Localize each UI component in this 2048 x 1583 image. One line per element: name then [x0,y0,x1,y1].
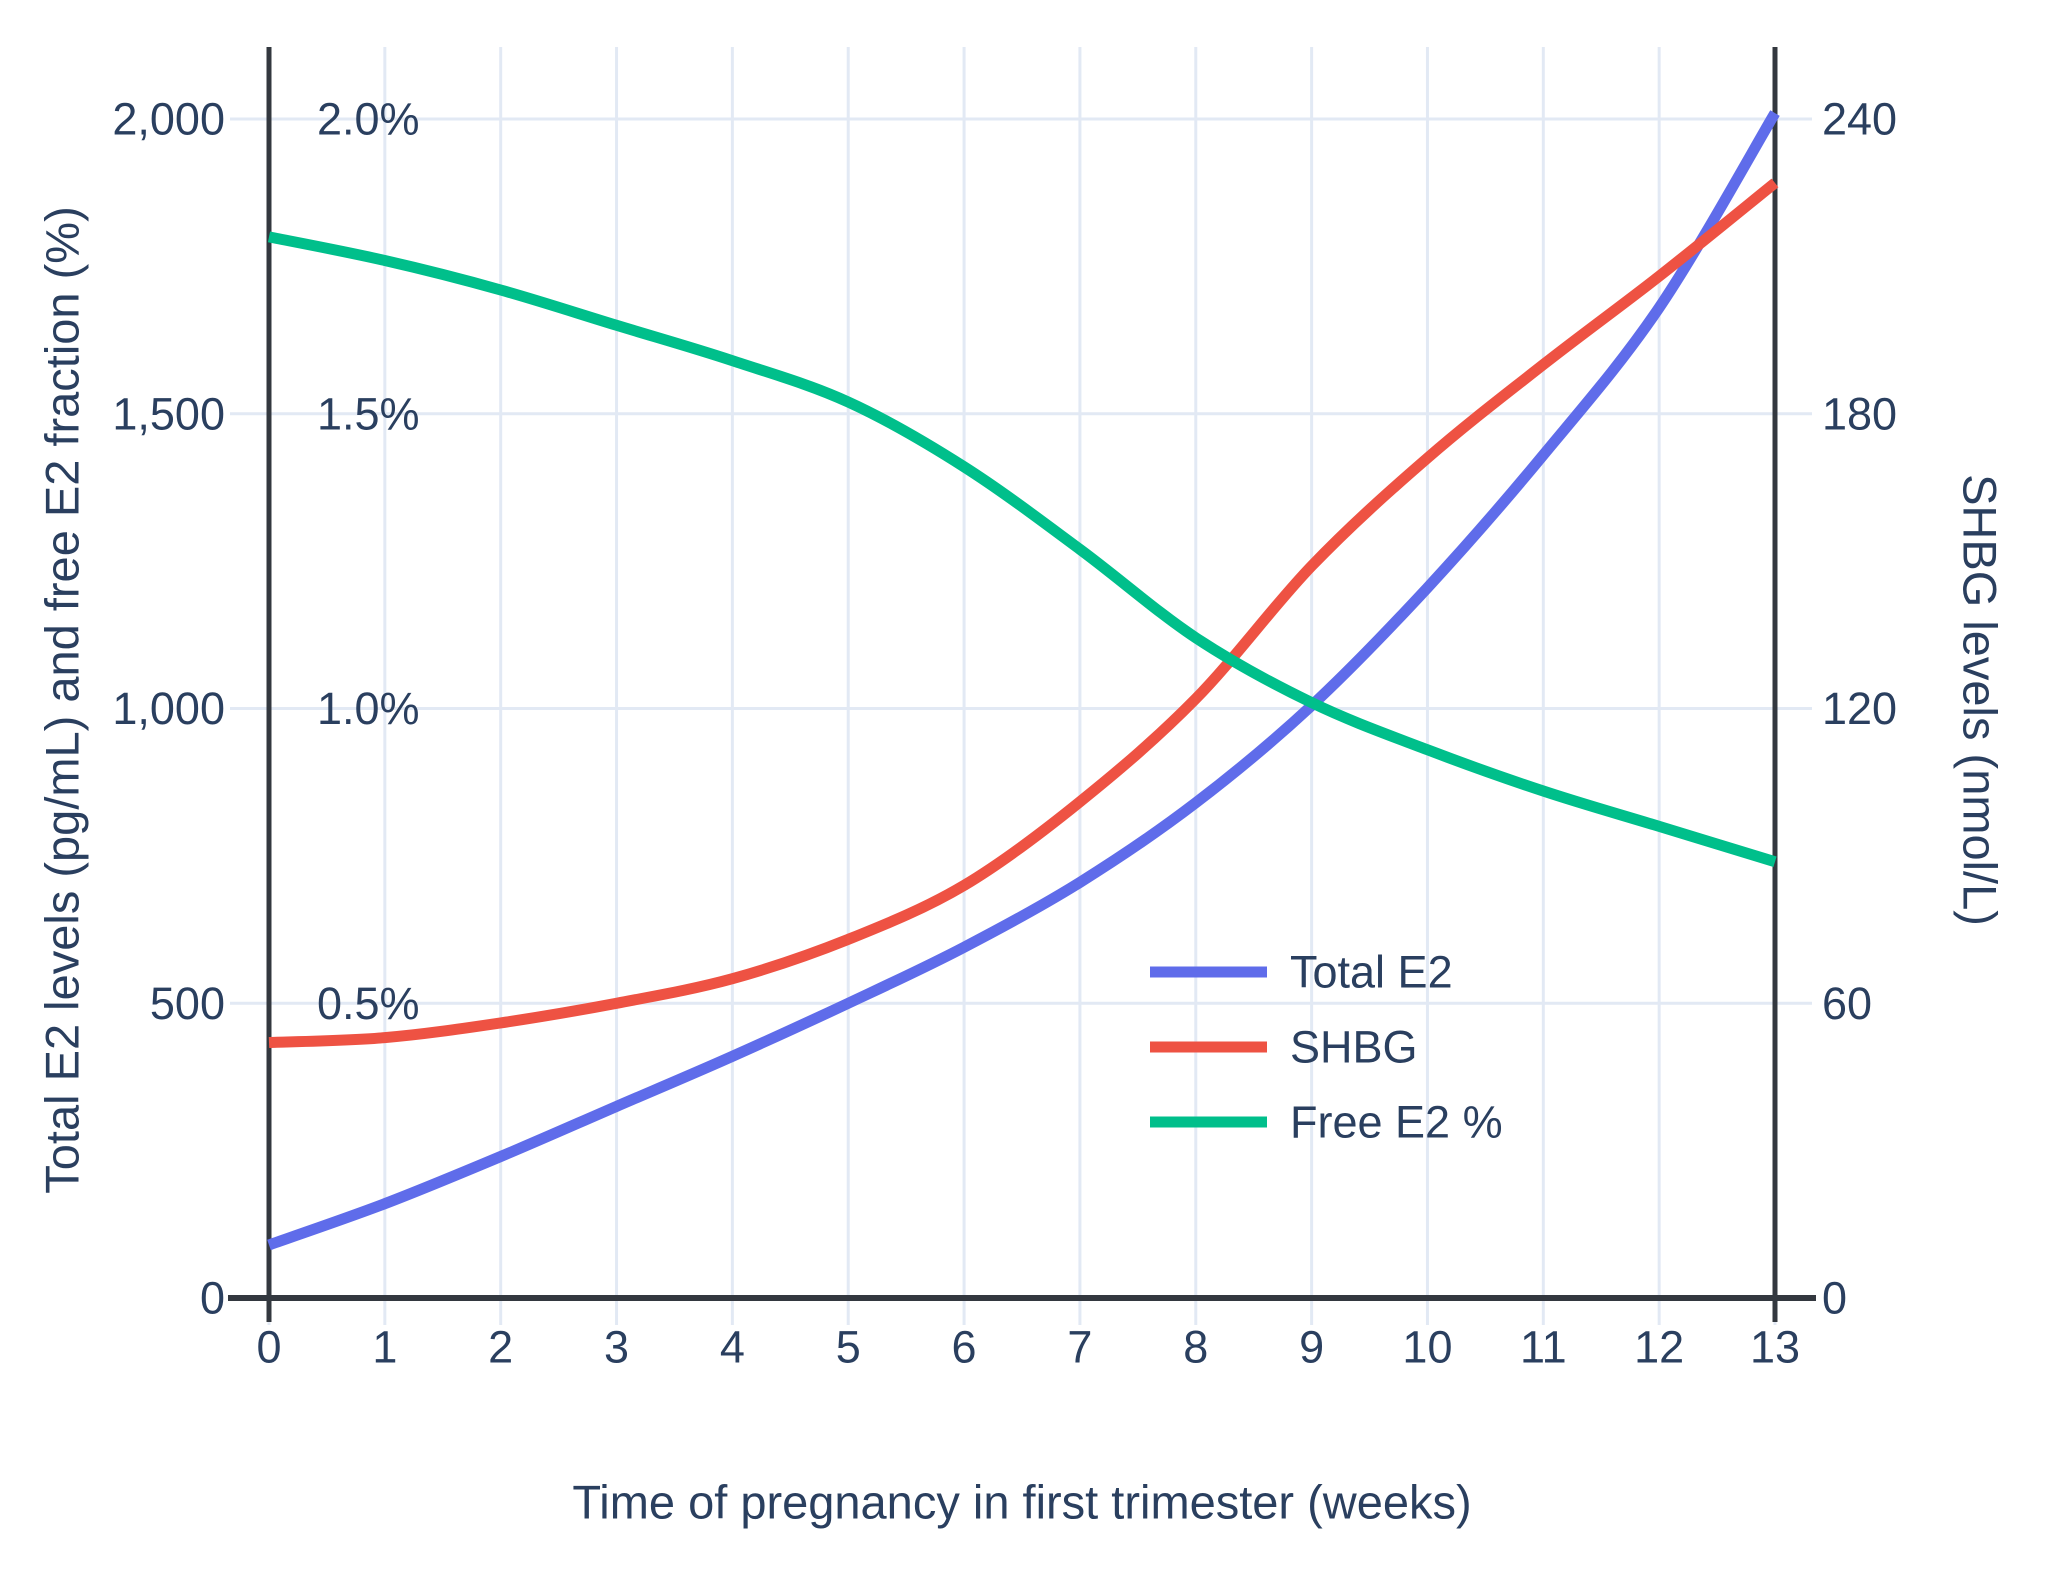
total-e2-line [267,110,1780,1251]
series-curves [267,110,1780,1251]
x-axis-tick-label: 9 [1299,1322,1324,1373]
x-axis-tick-label: 1 [372,1322,397,1373]
free-e2--line [267,231,1777,868]
right-axis-tick-label: 120 [1822,683,1897,734]
x-axis-tick-label: 11 [1520,1322,1567,1373]
left-axis-title: Total E2 levels (pg/mL) and free E2 frac… [36,206,89,1193]
percent-tick-label: 2.0% [317,94,420,145]
x-axis-tick-label: 4 [720,1322,745,1373]
right-axis-title: SHBG levels (nmol/L) [1954,474,2007,926]
left-axis-tick-label: 1,500 [112,388,225,439]
percent-tick-label: 1.5% [317,388,420,439]
right-axis-tick-label: 0 [1822,1273,1847,1324]
x-axis-tick-label: 5 [836,1322,861,1373]
shbg-line [268,178,1779,1048]
axis-lines [228,47,1816,1322]
x-axis-tick-label: 12 [1634,1322,1684,1373]
tick-labels: 05001,0001,5002,0000.5%1.0%1.5%2.0%06012… [112,94,1897,1373]
x-axis-tick-label: 6 [952,1322,977,1373]
legend-item-shbg[interactable]: SHBG [1150,1022,1418,1073]
legend-label-free-e2: Free E2 % [1290,1097,1503,1148]
x-axis-tick-label: 13 [1750,1322,1800,1373]
left-axis-tick-label: 500 [150,978,225,1029]
x-axis-tick-label: 2 [488,1322,513,1373]
x-axis-tick-label: 7 [1067,1322,1092,1373]
left-axis-tick-label: 1,000 [112,683,225,734]
legend: Total E2 SHBG Free E2 % [1150,947,1503,1148]
x-axis-title: Time of pregnancy in first trimester (we… [572,1476,1471,1529]
x-axis-tick-label: 10 [1402,1322,1452,1373]
x-axis-tick-label: 3 [604,1322,629,1373]
x-axis-tick-label: 8 [1183,1322,1208,1373]
left-axis-tick-label: 2,000 [112,94,225,145]
percent-tick-label: 0.5% [317,978,420,1029]
percent-tick-label: 1.0% [317,683,420,734]
x-axis-tick-label: 0 [256,1322,281,1373]
left-axis-tick-label: 0 [200,1273,225,1324]
legend-item-total-e2[interactable]: Total E2 [1150,947,1453,998]
right-axis-tick-label: 180 [1822,388,1897,439]
legend-label-shbg: SHBG [1290,1022,1418,1073]
legend-label-total-e2: Total E2 [1290,947,1453,998]
right-axis-tick-label: 60 [1822,978,1872,1029]
right-axis-tick-label: 240 [1822,94,1897,145]
gridlines [230,47,1812,1325]
legend-item-free-e2[interactable]: Free E2 % [1150,1097,1503,1148]
